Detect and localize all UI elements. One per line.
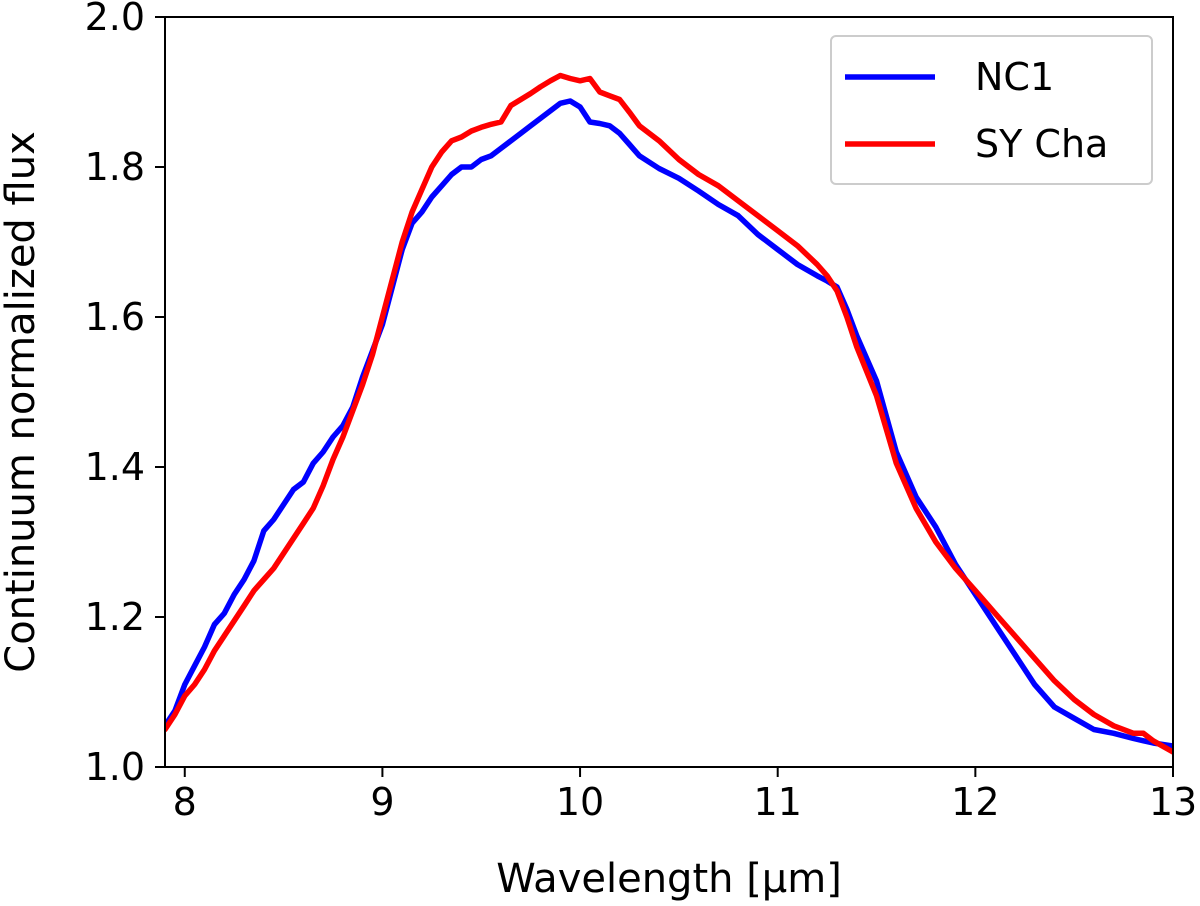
x-tick-label: 13 (1149, 780, 1197, 824)
y-tick-label: 1.6 (85, 295, 145, 339)
series-line-sy-cha (165, 72, 1173, 755)
x-axis: 8 9 10 11 12 13 (173, 767, 1197, 824)
series-layer (165, 72, 1173, 755)
y-tick-label: 1.4 (85, 445, 145, 489)
plot-frame (164, 16, 1174, 768)
legend-label: SY Cha (975, 122, 1108, 166)
legend: NC1 SY Cha (830, 35, 1153, 185)
x-tick-label: 8 (173, 780, 197, 824)
y-tick-label: 1.0 (85, 745, 145, 789)
x-tick-label: 10 (556, 780, 604, 824)
y-tick-label: 2.0 (85, 0, 145, 39)
y-axis-title: Continuum normalized flux (0, 131, 44, 672)
x-tick-label: 11 (754, 780, 802, 824)
y-tick-label: 1.8 (85, 145, 145, 189)
series-line-nc1 (165, 98, 1173, 749)
x-tick-label: 12 (951, 780, 999, 824)
legend-label: NC1 (975, 55, 1054, 99)
legend-box (830, 35, 1153, 185)
x-axis-title: Wavelength [μm] (496, 856, 842, 902)
y-tick-label: 1.2 (85, 595, 145, 639)
x-tick-label: 9 (370, 780, 394, 824)
y-axis: 1.0 1.2 1.4 1.6 1.8 2.0 (85, 0, 165, 789)
